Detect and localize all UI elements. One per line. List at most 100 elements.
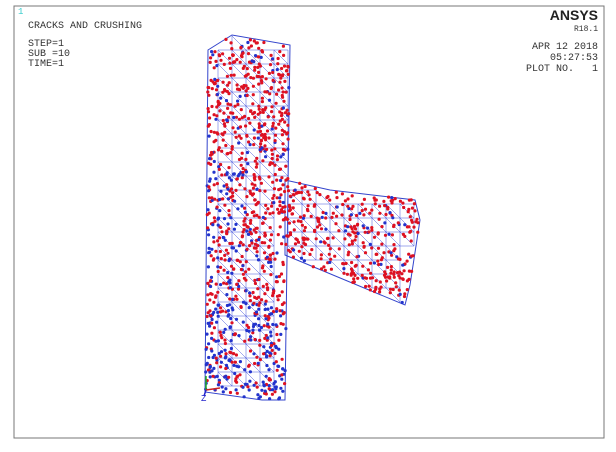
crack-marker	[350, 213, 353, 216]
crack-marker	[247, 117, 250, 120]
crack-marker	[232, 268, 235, 271]
crack-marker	[261, 108, 264, 111]
crack-marker	[226, 84, 229, 87]
crack-marker	[252, 291, 255, 294]
crack-marker	[388, 233, 391, 236]
crack-marker	[254, 243, 257, 246]
crack-marker	[329, 258, 332, 261]
crack-marker	[215, 321, 218, 324]
crack-marker	[306, 238, 309, 241]
crack-marker	[393, 247, 396, 250]
crack-marker	[301, 224, 304, 227]
crack-marker	[257, 317, 260, 320]
crack-marker	[255, 157, 258, 160]
crack-marker	[267, 246, 270, 249]
crack-marker	[265, 375, 268, 378]
crack-marker	[246, 41, 249, 44]
crack-marker	[225, 249, 228, 252]
crack-marker	[243, 340, 246, 343]
crack-marker	[224, 38, 227, 41]
crack-marker	[245, 260, 248, 263]
crack-marker	[207, 356, 210, 359]
crack-marker	[377, 247, 380, 250]
crack-marker	[351, 205, 354, 208]
crack-marker	[275, 275, 278, 278]
crack-marker	[234, 377, 237, 380]
crack-marker	[205, 348, 208, 351]
crack-marker	[259, 65, 262, 68]
crack-marker	[219, 266, 222, 269]
crack-marker	[342, 267, 345, 270]
crack-marker	[224, 258, 227, 261]
crack-marker	[410, 198, 413, 201]
crack-marker	[250, 242, 253, 245]
crack-marker	[237, 279, 240, 282]
crack-marker	[351, 230, 354, 233]
crack-marker	[227, 197, 230, 200]
crack-marker	[260, 298, 263, 301]
crack-marker	[289, 195, 292, 198]
crack-marker	[236, 83, 239, 86]
crack-marker	[217, 165, 220, 168]
crack-marker	[252, 187, 255, 190]
crack-marker	[378, 205, 381, 208]
crack-marker	[255, 254, 258, 257]
crack-marker	[232, 61, 235, 64]
crack-marker	[281, 358, 284, 361]
crack-marker	[250, 232, 253, 235]
crack-marker	[226, 152, 229, 155]
crack-marker	[304, 226, 307, 229]
crack-marker	[235, 381, 238, 384]
crack-marker	[244, 211, 247, 214]
crack-marker	[220, 230, 223, 233]
crack-marker	[221, 133, 224, 136]
crack-marker	[272, 291, 275, 294]
crack-marker	[399, 293, 402, 296]
crack-marker	[252, 143, 255, 146]
crack-marker	[294, 242, 297, 245]
crack-marker	[275, 102, 278, 105]
crack-marker	[246, 94, 249, 97]
crack-marker	[245, 195, 248, 198]
crack-marker	[282, 106, 285, 109]
crack-marker	[207, 86, 210, 89]
crack-marker	[253, 111, 256, 114]
crack-marker	[230, 339, 233, 342]
crack-marker	[271, 153, 274, 156]
crack-marker	[411, 221, 414, 224]
crack-marker	[231, 126, 234, 129]
crack-marker	[241, 255, 244, 258]
crack-marker	[320, 267, 323, 270]
crack-marker	[253, 39, 256, 42]
crack-marker	[273, 258, 276, 261]
crack-marker	[236, 259, 239, 262]
crack-marker	[367, 230, 370, 233]
crack-marker	[222, 236, 225, 239]
crack-marker	[235, 298, 238, 301]
crack-marker	[377, 263, 380, 266]
crack-marker	[229, 351, 232, 354]
crack-marker	[314, 187, 317, 190]
crack-marker	[247, 46, 250, 49]
crack-marker	[376, 260, 379, 263]
crack-marker	[254, 198, 257, 201]
crack-marker	[262, 345, 265, 348]
crack-marker	[392, 225, 395, 228]
crack-marker	[223, 217, 226, 220]
crack-marker	[330, 268, 333, 271]
crack-marker	[251, 211, 254, 214]
crack-marker	[239, 95, 242, 98]
crack-marker	[217, 217, 220, 220]
crack-marker	[236, 392, 239, 395]
crack-marker	[282, 153, 285, 156]
crack-marker	[291, 212, 294, 215]
crack-marker	[406, 288, 409, 291]
crack-marker	[214, 296, 217, 299]
crack-marker	[215, 283, 218, 286]
crack-marker	[254, 282, 257, 285]
crack-marker	[275, 280, 278, 283]
crack-marker	[244, 279, 247, 282]
crack-marker	[221, 52, 224, 55]
crack-marker	[213, 354, 216, 357]
crack-marker	[298, 182, 301, 185]
